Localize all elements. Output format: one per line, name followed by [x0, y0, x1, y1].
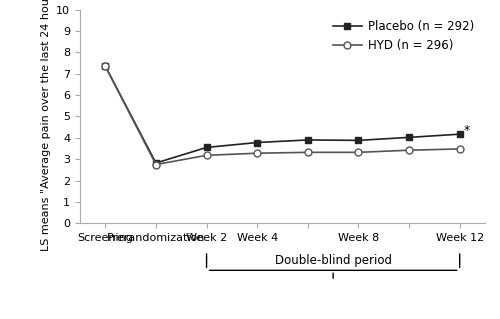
Placebo (n = 292)	[356, 138, 362, 142]
Y-axis label: LS means "Average pain over the last 24 hours": LS means "Average pain over the last 24 …	[40, 0, 50, 251]
Placebo (n = 292)	[406, 136, 412, 139]
Placebo (n = 292)	[102, 64, 108, 68]
Placebo (n = 292)	[204, 145, 210, 149]
Text: *: *	[464, 124, 470, 137]
HYD (n = 296)	[102, 64, 108, 68]
HYD (n = 296)	[356, 151, 362, 154]
Legend: Placebo (n = 292), HYD (n = 296): Placebo (n = 292), HYD (n = 296)	[328, 16, 479, 57]
HYD (n = 296)	[204, 153, 210, 157]
HYD (n = 296)	[305, 151, 311, 154]
Placebo (n = 292)	[305, 138, 311, 142]
HYD (n = 296)	[456, 147, 462, 151]
Placebo (n = 292)	[153, 161, 159, 165]
HYD (n = 296)	[254, 151, 260, 155]
HYD (n = 296)	[153, 163, 159, 167]
Text: Double-blind period: Double-blind period	[274, 254, 392, 267]
Line: Placebo (n = 292): Placebo (n = 292)	[102, 63, 463, 166]
HYD (n = 296)	[406, 148, 412, 152]
Line: HYD (n = 296): HYD (n = 296)	[102, 63, 463, 168]
Placebo (n = 292)	[456, 132, 462, 136]
Placebo (n = 292)	[254, 141, 260, 145]
